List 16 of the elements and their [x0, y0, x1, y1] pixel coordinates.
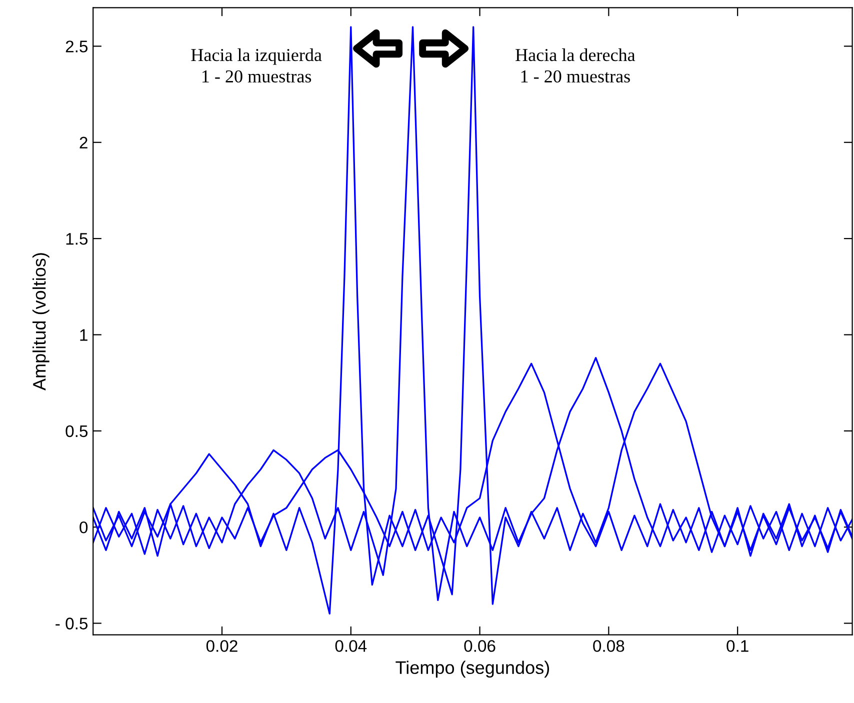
y-tick-label: 0 — [80, 521, 88, 534]
x-tick-label: 0.1 — [726, 640, 748, 652]
x-tick-label: 0.04 — [335, 640, 367, 652]
x-tick-label: 0.06 — [464, 640, 496, 652]
x-tick-label: 0.02 — [206, 640, 238, 652]
x-axis-title: Tiempo (segundos) — [396, 660, 550, 678]
y-tick-label: 0.5 — [66, 425, 88, 438]
y-tick-label: 2 — [80, 136, 88, 148]
x-tick-label: 0.08 — [593, 640, 624, 652]
annotation: Hacia la izquierda 1 - 20 muestras — [191, 48, 322, 83]
y-axis-title: Amplitud (voltios) — [32, 253, 50, 390]
y-tick-label: 1.5 — [66, 233, 88, 245]
annotation: Hacia la derecha 1 - 20 muestras — [516, 48, 636, 83]
y-tick-label: - 0.5 — [56, 618, 88, 630]
y-tick-label: 1 — [80, 329, 88, 341]
y-tick-label: 2.5 — [66, 40, 88, 52]
